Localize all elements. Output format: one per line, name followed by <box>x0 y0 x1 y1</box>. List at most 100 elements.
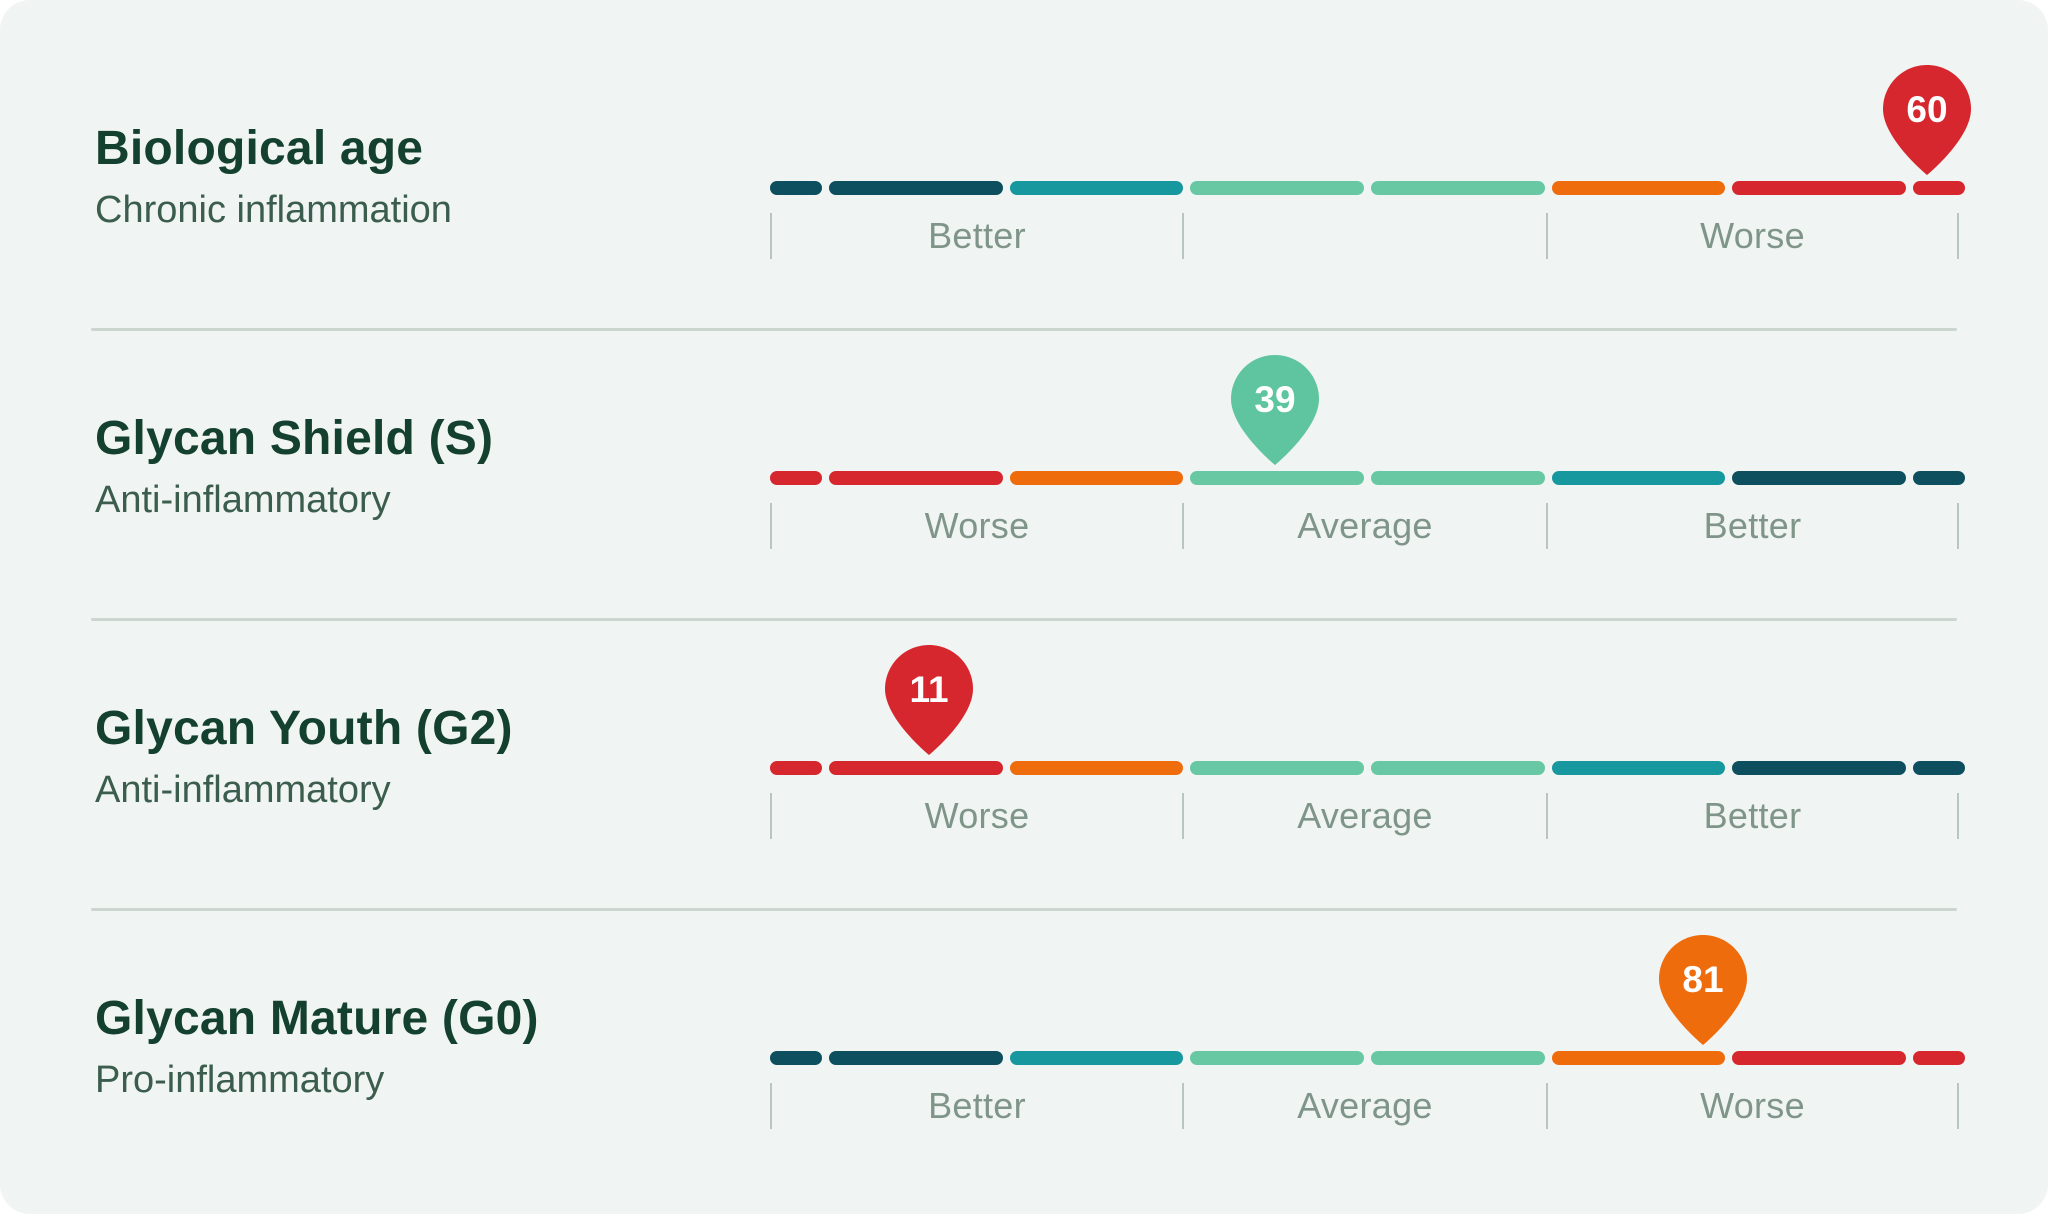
zone-label: Worse <box>1700 215 1805 256</box>
zone-label: Better <box>928 1085 1026 1126</box>
bar-segment <box>770 181 823 195</box>
bar-segment <box>1551 1051 1726 1065</box>
bar-segment <box>1912 1051 1966 1065</box>
bar-segment <box>1551 471 1726 485</box>
zone-right: Better <box>1546 503 1959 549</box>
zone-left: Worse <box>770 793 1182 839</box>
bar-segment <box>1009 471 1184 485</box>
row-title: Biological age <box>95 122 424 175</box>
gauge-row-glycan-mature: Glycan Mature (G0) Pro-inflammatory 81 B… <box>0 911 2048 1214</box>
marker-value: 11 <box>909 669 948 710</box>
row-title-block: Glycan Shield (S) Anti-inflammatory <box>0 331 770 618</box>
zone-right: Better <box>1546 793 1959 839</box>
row-title: Glycan Shield (S) <box>95 412 494 465</box>
bar-segment <box>1371 471 1545 485</box>
marker-value: 60 <box>1906 89 1947 130</box>
bar-segment <box>829 471 1003 485</box>
bar-segment <box>1190 1051 1365 1065</box>
bar-segment <box>1732 1051 1906 1065</box>
marker-value: 39 <box>1255 379 1296 420</box>
bar-segment <box>1551 761 1726 775</box>
segmented-scale-bar <box>770 471 1966 485</box>
value-marker-pin: 11 <box>884 645 973 755</box>
bar-segment <box>829 181 1003 195</box>
marker-layer: 39 <box>770 355 1965 471</box>
bar-segment <box>1912 471 1966 485</box>
bar-segment <box>1912 181 1966 195</box>
row-subtitle: Pro-inflammatory <box>95 1058 385 1101</box>
zone-left: Better <box>770 213 1182 259</box>
value-marker-pin: 81 <box>1659 935 1748 1045</box>
row-subtitle: Anti-inflammatory <box>95 768 391 811</box>
marker-layer: 60 <box>770 65 1971 181</box>
bar-segment <box>1371 181 1545 195</box>
zone-label: Worse <box>924 505 1030 546</box>
zone-left: Worse <box>770 503 1182 549</box>
bar-segment <box>1190 761 1365 775</box>
bar-segment <box>1009 761 1184 775</box>
zone-label: Average <box>1297 505 1433 546</box>
bar-segment <box>829 1051 1003 1065</box>
row-title-block: Biological age Chronic inflammation <box>0 0 770 328</box>
zone-middle: Average <box>1182 1083 1546 1129</box>
bar-segment <box>1009 1051 1184 1065</box>
bar-segment <box>1732 181 1906 195</box>
bar-segment <box>1190 471 1365 485</box>
bar-segment <box>1732 471 1906 485</box>
gauge-row-glycan-youth: Glycan Youth (G2) Anti-inflammatory 11 W… <box>0 621 2048 908</box>
marker-layer: 11 <box>770 645 1965 761</box>
segmented-scale-bar <box>770 1051 1966 1065</box>
row-divider <box>91 618 1957 621</box>
zone-tick-row: Worse Average Better <box>770 503 1959 549</box>
pin-teardrop-icon: 81 <box>1659 935 1748 1045</box>
bar-segment <box>1371 1051 1545 1065</box>
bar-segment <box>1009 181 1184 195</box>
zone-label: Better <box>1703 505 1802 546</box>
gauge-scale: 60 Better Worse <box>770 0 1971 328</box>
pin-teardrop-icon: 39 <box>1231 355 1320 465</box>
row-divider <box>91 328 1957 331</box>
zone-tick-row: Better Worse <box>770 213 1959 259</box>
pin-teardrop-icon: 11 <box>884 645 973 755</box>
bar-segment <box>1371 761 1545 775</box>
bar-segment <box>770 1051 823 1065</box>
marker-layer: 81 <box>770 935 1965 1051</box>
zone-label: Average <box>1297 1085 1433 1126</box>
bar-segment <box>1551 181 1726 195</box>
segmented-scale-bar <box>770 181 1966 195</box>
zone-label: Average <box>1297 795 1433 836</box>
row-subtitle: Chronic inflammation <box>95 188 452 231</box>
gauge-scale: 11 Worse Average Better <box>770 621 1966 908</box>
zone-tick-row: Better Average Worse <box>770 1083 1959 1129</box>
pin-teardrop-icon: 60 <box>1882 65 1971 175</box>
zone-right: Worse <box>1546 1083 1959 1129</box>
zone-label: Better <box>928 215 1026 256</box>
row-title-block: Glycan Youth (G2) Anti-inflammatory <box>0 621 770 908</box>
bar-segment <box>1190 181 1365 195</box>
zone-label: Worse <box>1700 1085 1805 1126</box>
bar-segment <box>829 761 1003 775</box>
row-title-block: Glycan Mature (G0) Pro-inflammatory <box>0 911 770 1214</box>
bar-segment <box>770 761 823 775</box>
zone-right: Worse <box>1546 213 1959 259</box>
zone-middle: Average <box>1182 793 1546 839</box>
marker-value: 81 <box>1683 959 1724 1000</box>
value-marker-pin: 60 <box>1882 65 1971 175</box>
gauge-row-biological-age: Biological age Chronic inflammation 60 B… <box>0 0 2048 328</box>
bar-segment <box>1732 761 1906 775</box>
zone-label: Better <box>1703 795 1802 836</box>
segmented-scale-bar <box>770 761 1966 775</box>
row-divider <box>91 908 1957 911</box>
bar-segment <box>1912 761 1966 775</box>
zone-middle: Average <box>1182 503 1546 549</box>
value-marker-pin: 39 <box>1231 355 1320 465</box>
zone-tick-row: Worse Average Better <box>770 793 1959 839</box>
gauge-scale: 39 Worse Average Better <box>770 331 1966 618</box>
zone-left: Better <box>770 1083 1182 1129</box>
bar-segment <box>770 471 823 485</box>
zone-middle <box>1182 213 1546 259</box>
row-subtitle: Anti-inflammatory <box>95 478 391 521</box>
row-title: Glycan Youth (G2) <box>95 702 513 755</box>
gauge-scale: 81 Better Average Worse <box>770 911 1966 1214</box>
